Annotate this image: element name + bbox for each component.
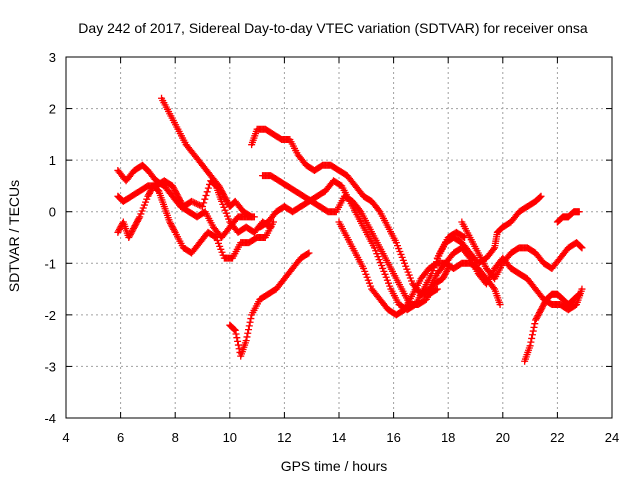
- data-point-track-j: [536, 193, 544, 201]
- y-tick-label: 3: [49, 50, 56, 65]
- data-point-track-b: [204, 184, 212, 192]
- data-point-track-c: [211, 233, 219, 241]
- data-point-track-l: [530, 323, 538, 331]
- data-point-track-b: [189, 198, 197, 206]
- data-point-track-g: [304, 250, 312, 258]
- y-tick-label: 1: [49, 153, 56, 168]
- x-tick-label: 24: [605, 430, 619, 445]
- data-point-track-j: [537, 192, 545, 200]
- data-point-track-m: [575, 208, 583, 216]
- x-tick-label: 22: [550, 430, 564, 445]
- data-point-track-b: [202, 192, 210, 200]
- data-point-track-b: [194, 200, 202, 208]
- data-point-track-g: [233, 334, 241, 342]
- x-tick-label: 14: [332, 430, 346, 445]
- data-point-track-l: [528, 334, 536, 342]
- x-tick-label: 6: [117, 430, 124, 445]
- data-point-track-i: [489, 284, 497, 292]
- data-point-track-g: [230, 326, 238, 334]
- data-point-track-d: [248, 213, 256, 221]
- y-tick-label: -4: [44, 411, 56, 426]
- x-tick-label: 10: [223, 430, 237, 445]
- data-point-track-n: [578, 285, 586, 293]
- data-point-track-c: [170, 227, 178, 235]
- y-axis-label: SDTVAR / TECUs: [6, 180, 22, 292]
- x-tick-label: 12: [277, 430, 291, 445]
- y-tick-label: -2: [44, 308, 56, 323]
- data-point-track-g: [245, 322, 253, 330]
- data-point-track-k: [576, 242, 584, 250]
- data-point-track-g: [242, 337, 250, 345]
- data-point-track-d: [246, 212, 254, 220]
- y-tick-label: -1: [44, 256, 56, 271]
- data-point-track-j: [535, 194, 543, 202]
- x-tick-label: 18: [441, 430, 455, 445]
- data-point-track-g: [244, 329, 252, 337]
- data-point-track-l: [527, 338, 535, 346]
- x-tick-label: 16: [386, 430, 400, 445]
- y-tick-label: -3: [44, 359, 56, 374]
- data-point-track-n: [465, 253, 473, 261]
- x-axis-label: GPS time / hours: [281, 458, 388, 474]
- data-point-track-c: [135, 214, 143, 222]
- data-point-track-l: [531, 320, 539, 328]
- data-point-track-b: [199, 203, 206, 211]
- data-point-track-b: [188, 197, 196, 205]
- y-tick-label: 0: [49, 205, 56, 220]
- data-point-track-l: [526, 342, 534, 350]
- data-point-track-b: [201, 195, 209, 203]
- data-point-track-e: [375, 206, 383, 214]
- x-tick-label: 20: [496, 430, 510, 445]
- data-point-track-g: [305, 249, 313, 257]
- data-point-track-g: [246, 318, 254, 326]
- data-point-track-i: [496, 301, 504, 309]
- y-tick-label: 2: [49, 102, 56, 117]
- data-point-track-k: [577, 243, 585, 251]
- chart-title: Day 242 of 2017, Sidereal Day-to-day VTE…: [78, 20, 588, 36]
- data-point-track-j: [489, 245, 497, 253]
- data-point-track-e: [433, 285, 441, 293]
- data-point-track-g: [247, 315, 255, 323]
- data-point-track-g: [234, 341, 242, 349]
- data-point-track-g: [231, 326, 239, 334]
- data-point-track-g: [230, 325, 238, 333]
- data-point-track-b: [191, 199, 199, 207]
- data-point-track-c: [153, 186, 161, 194]
- data-point-track-l: [529, 327, 537, 335]
- data-points: [114, 94, 586, 365]
- data-point-track-h: [459, 233, 467, 241]
- data-point-track-b: [195, 201, 203, 209]
- data-point-track-g: [234, 337, 242, 345]
- x-tick-label: 4: [62, 430, 69, 445]
- data-point-track-e: [432, 286, 440, 294]
- data-point-track-l: [528, 331, 536, 339]
- data-point-track-g: [245, 326, 253, 334]
- data-point-track-b: [192, 200, 200, 208]
- data-point-track-g: [243, 333, 251, 341]
- gridlines: [66, 57, 612, 418]
- data-point-track-b: [203, 188, 211, 196]
- data-point-track-g: [232, 330, 240, 338]
- data-point-track-k: [578, 244, 586, 252]
- data-point-track-b: [200, 199, 208, 207]
- x-tick-label: 8: [172, 430, 179, 445]
